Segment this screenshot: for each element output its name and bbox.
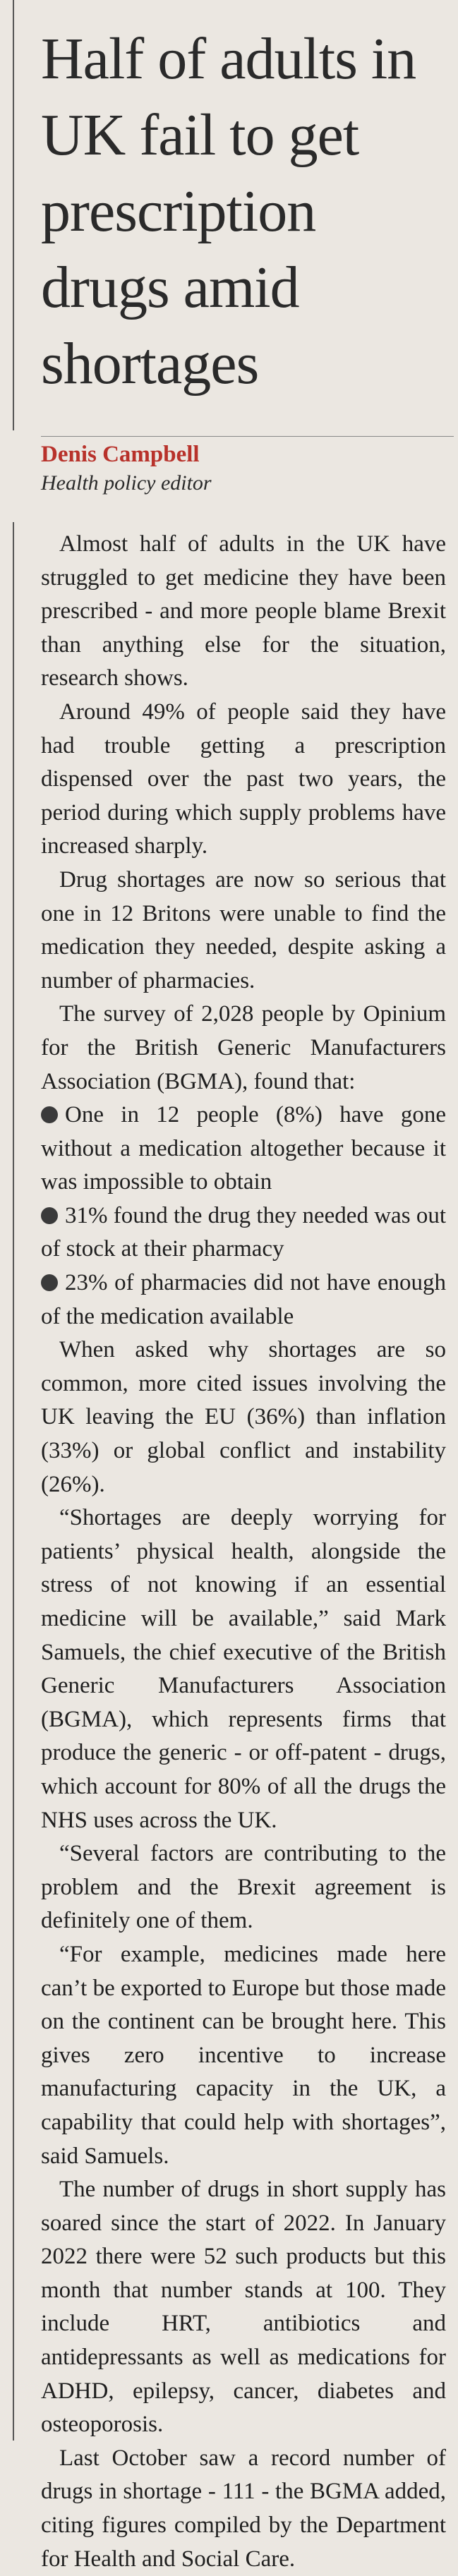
paragraph-text: “Shortages are deeply worrying for patie… (41, 1505, 446, 1833)
paragraph-text: Last October saw a record number of drug… (41, 2445, 446, 2572)
page: Half of adults in UK fail to get prescri… (13, 0, 454, 2572)
paragraph-text: The survey of 2,028 people by Opinium fo… (41, 1001, 446, 1094)
paragraph: When asked why shortages are so common, … (41, 1334, 446, 1501)
bullet-dot (41, 1274, 58, 1292)
bullet-item: 23% of pharmacies did not have enough of… (41, 1266, 446, 1334)
paragraph: Last October saw a record number of drug… (41, 2442, 446, 2576)
paragraph: Almost half of adults in the UK have str… (41, 528, 446, 696)
paragraph-text: The number of drugs in short supply has … (41, 2177, 446, 2438)
column-rule (13, 0, 14, 430)
paragraph-text: Around 49% of people said they have had … (41, 699, 446, 859)
bullet-dot (41, 1207, 58, 1224)
paragraph-text: Almost half of adults in the UK have str… (41, 531, 446, 691)
paragraph-text: Drug shortages are now so serious that o… (41, 866, 446, 993)
paragraph: The number of drugs in short supply has … (41, 2173, 446, 2442)
column-rule (13, 522, 14, 2441)
bullet-dot (41, 1106, 58, 1124)
paragraph: “For example, medicines made here can’t … (41, 1938, 446, 2173)
byline-rule (41, 436, 454, 437)
headline: Half of adults in UK fail to get prescri… (41, 26, 416, 397)
byline-name: Denis Campbell (41, 442, 200, 467)
paragraph: Drug shortages are now so serious that o… (41, 864, 446, 998)
paragraph-text: “For example, medicines made here can’t … (41, 1941, 446, 2169)
byline-role: Health policy editor (41, 471, 212, 495)
bullet-text: 31% found the drug they needed was out o… (41, 1202, 446, 1262)
paragraph: “Shortages are deeply worrying for patie… (41, 1501, 446, 1837)
paragraph: The survey of 2,028 people by Opinium fo… (41, 998, 446, 1099)
bullet-text: One in 12 people (8%) have gone without … (41, 1102, 446, 1195)
bullet-item: 31% found the drug they needed was out o… (41, 1199, 446, 1266)
paragraph: Around 49% of people said they have had … (41, 696, 446, 864)
paragraph: “Several factors are contributing to the… (41, 1837, 446, 1938)
bullet-text: 23% of pharmacies did not have enough of… (41, 1270, 446, 1329)
paragraph-text: “Several factors are contributing to the… (41, 1841, 446, 1934)
paragraph-text: When asked why shortages are so common, … (41, 1337, 446, 1497)
article-body: Almost half of adults in the UK have str… (41, 528, 446, 2576)
bullet-item: One in 12 people (8%) have gone without … (41, 1099, 446, 1199)
